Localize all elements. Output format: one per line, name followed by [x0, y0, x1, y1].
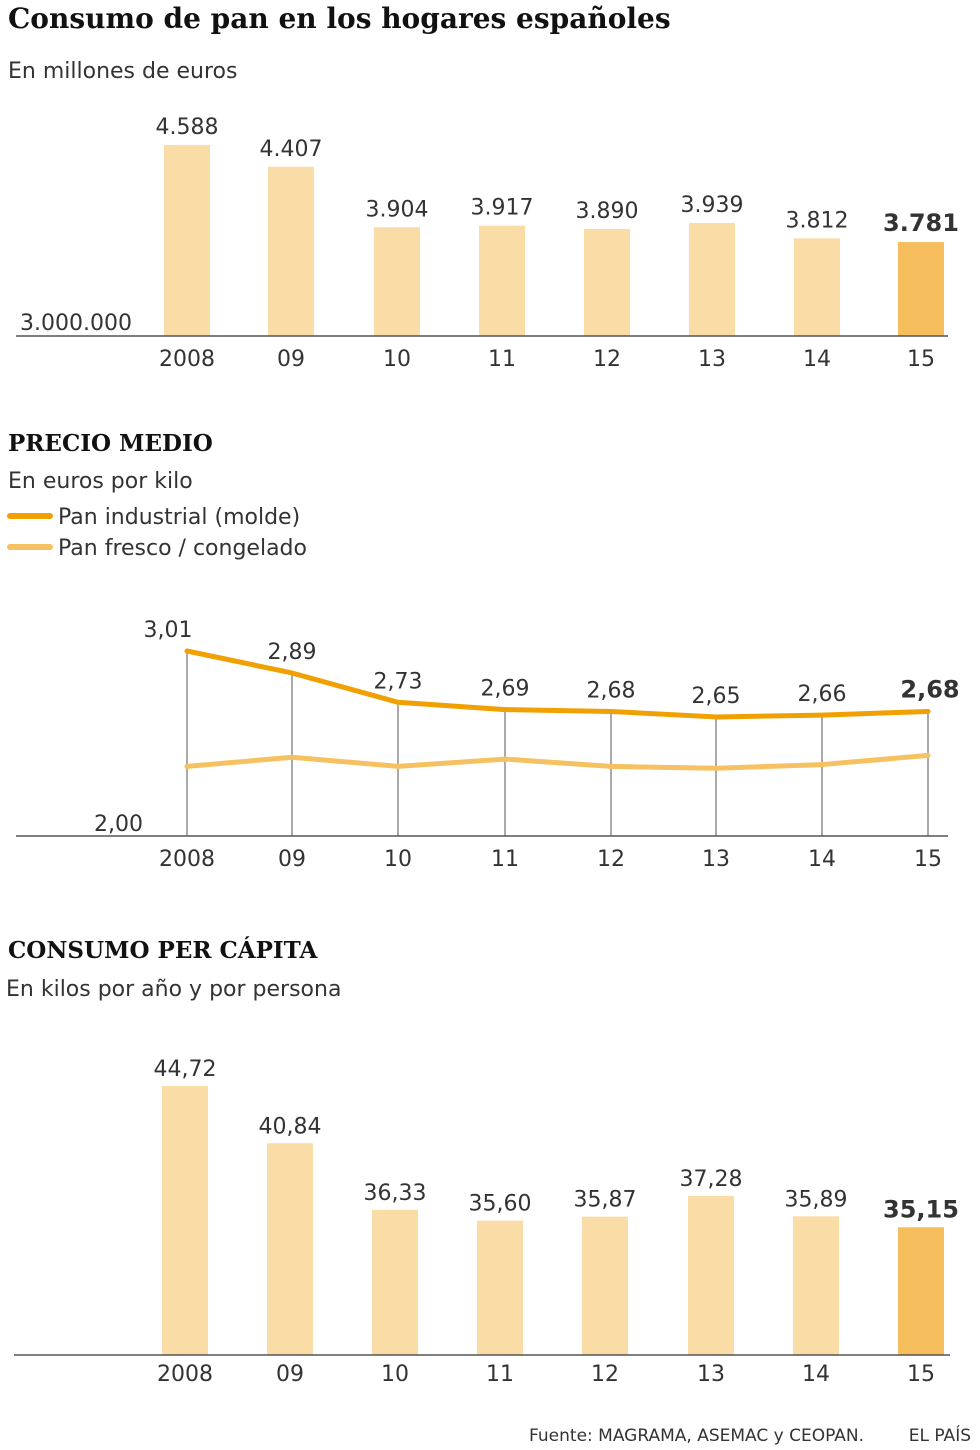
precio-x-tick-2008: 2008: [159, 847, 215, 872]
percapita-value-label-12: 35,87: [574, 1188, 637, 1213]
precio-legend-label-0: Pan industrial (molde): [58, 505, 300, 530]
percapita-value-label-13: 37,28: [680, 1167, 743, 1192]
precio-legend-label-1: Pan fresco / congelado: [58, 536, 307, 561]
percapita-value-label-14: 35,89: [785, 1187, 848, 1212]
page-title: Consumo de pan en los hogares españoles: [8, 2, 671, 35]
consumo-value-label-13: 3.939: [681, 193, 744, 218]
precio-value-label-13: 2,65: [692, 684, 741, 709]
consumo-x-tick-13: 13: [698, 347, 726, 372]
consumo-subtitle: En millones de euros: [8, 59, 237, 84]
precio-value-label-14: 2,66: [798, 682, 847, 707]
percapita-value-label-09: 40,84: [259, 1114, 322, 1139]
precio-x-tick-14: 14: [808, 847, 836, 872]
percapita-x-tick-14: 14: [802, 1362, 830, 1387]
percapita-value-label-15: 35,15: [883, 1195, 959, 1223]
percapita-title: CONSUMO PER CÁPITA: [8, 937, 319, 964]
consumo-value-label-2008: 4.588: [156, 115, 219, 140]
consumo-bar-10: [374, 227, 420, 336]
consumo-x-tick-12: 12: [593, 347, 621, 372]
consumo-value-label-10: 3.904: [366, 197, 429, 222]
percapita-bar-15: [898, 1227, 944, 1355]
precio-value-label-11: 2,69: [481, 677, 530, 702]
precio-x-tick-09: 09: [278, 847, 306, 872]
consumo-bar-11: [479, 225, 525, 336]
consumo-x-tick-2008: 2008: [159, 347, 215, 372]
consumo-baseline-label: 3.000.000: [20, 311, 132, 336]
panel-consumo: En millones de euros 4.588 2008 4.407 09 3.90…: [8, 59, 959, 372]
consumo-bar-13: [689, 223, 735, 336]
consumo-bar-14: [794, 238, 840, 336]
percapita-x-tick-13: 13: [697, 1362, 725, 1387]
percapita-x-tick-2008: 2008: [157, 1362, 213, 1387]
percapita-bar-10: [372, 1209, 418, 1355]
source-note: Fuente: MAGRAMA, ASEMAC y CEOPAN.: [529, 1426, 864, 1446]
percapita-value-label-10: 36,33: [364, 1181, 427, 1206]
percapita-value-label-11: 35,60: [469, 1192, 532, 1217]
percapita-x-tick-12: 12: [591, 1362, 619, 1387]
precio-x-tick-15: 15: [914, 847, 942, 872]
consumo-value-label-09: 4.407: [260, 137, 323, 162]
precio-value-label-15: 2,68: [900, 675, 959, 703]
precio-baseline-label: 2,00: [94, 812, 143, 837]
consumo-x-tick-10: 10: [383, 347, 411, 372]
percapita-bar-11: [477, 1220, 523, 1355]
percapita-bar-09: [267, 1143, 313, 1355]
precio-value-label-10: 2,73: [374, 669, 423, 694]
consumo-x-tick-09: 09: [277, 347, 305, 372]
percapita-subtitle: En kilos por año y por persona: [6, 977, 341, 1002]
precio-line-fresco: [184, 752, 931, 771]
precio-x-tick-11: 11: [491, 847, 519, 872]
percapita-bar-14: [793, 1216, 839, 1355]
precio-x-tick-12: 12: [597, 847, 625, 872]
consumo-value-label-12: 3.890: [576, 199, 639, 224]
precio-value-label-12: 2,68: [587, 678, 636, 703]
precio-title: PRECIO MEDIO: [8, 430, 213, 457]
percapita-bar-2008: [162, 1086, 208, 1355]
consumo-x-tick-14: 14: [803, 347, 831, 372]
percapita-bar-13: [688, 1195, 734, 1355]
precio-line-industrial: [184, 648, 931, 720]
consumo-bar-15: [898, 242, 944, 336]
consumo-x-tick-15: 15: [907, 347, 935, 372]
precio-x-tick-10: 10: [384, 847, 412, 872]
consumo-x-tick-11: 11: [488, 347, 516, 372]
brand-logo: EL PAÍS: [909, 1424, 971, 1446]
consumo-value-label-15: 3.781: [883, 209, 959, 237]
percapita-x-tick-09: 09: [276, 1362, 304, 1387]
consumo-value-label-14: 3.812: [786, 208, 849, 233]
precio-subtitle: En euros por kilo: [8, 469, 193, 494]
precio-value-label-2008: 3,01: [144, 618, 193, 643]
consumo-bar-09: [268, 166, 314, 336]
precio-x-tick-13: 13: [702, 847, 730, 872]
percapita-x-tick-10: 10: [381, 1362, 409, 1387]
panel-percapita: CONSUMO PER CÁPITA En kilos por año y por…: [6, 937, 959, 1387]
percapita-bar-12: [582, 1216, 628, 1355]
precio-value-label-09: 2,89: [268, 640, 317, 665]
percapita-value-label-2008: 44,72: [154, 1057, 217, 1082]
consumo-value-label-11: 3.917: [471, 196, 534, 221]
consumo-bar-12: [584, 228, 630, 336]
consumo-bar-2008: [164, 145, 210, 336]
percapita-x-tick-15: 15: [907, 1362, 935, 1387]
panel-precio: PRECIO MEDIO En euros por kilo Pan industr…: [7, 430, 960, 872]
percapita-x-tick-11: 11: [486, 1362, 514, 1387]
